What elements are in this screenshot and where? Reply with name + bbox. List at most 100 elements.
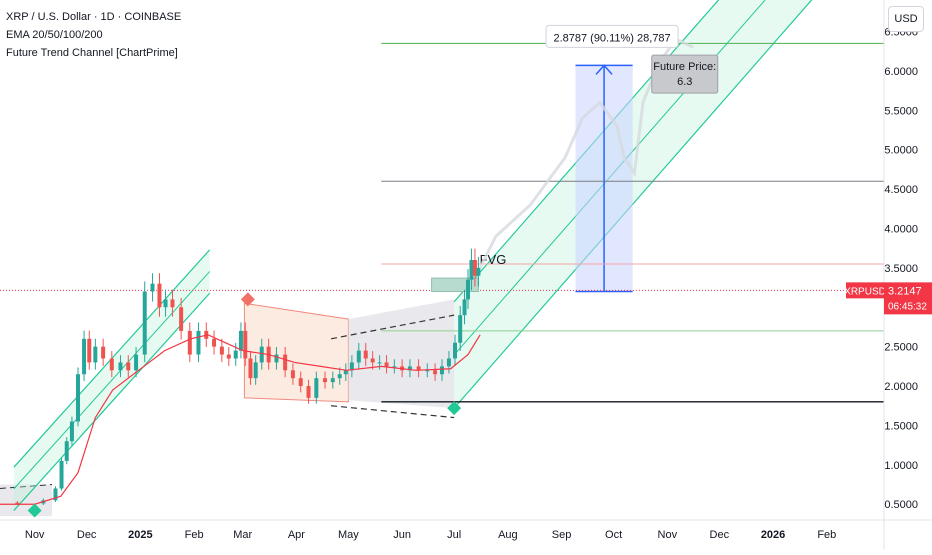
candle-body	[142, 291, 147, 355]
signal-diamond-1	[240, 292, 255, 307]
candle-body	[384, 362, 389, 367]
y-tick-label: 2.0000	[884, 381, 918, 393]
candle-body	[458, 315, 463, 343]
symbol-tag-label: XRPUSD	[844, 286, 886, 297]
x-tick-label: Mar	[233, 529, 252, 541]
candle-body	[87, 338, 92, 363]
symbol-tag	[846, 282, 884, 299]
candle-body	[469, 260, 474, 280]
x-tick-label: Dec	[710, 529, 730, 541]
candle-body	[82, 338, 87, 375]
candle-body	[157, 283, 162, 308]
x-tick-label: Nov	[658, 529, 678, 541]
candle-body	[76, 374, 80, 422]
candle-body	[118, 362, 123, 371]
currency-button[interactable]: USD	[888, 6, 924, 32]
x-tick-label: Feb	[817, 529, 836, 541]
ema-indicator-label[interactable]: EMA 20/50/100/200	[6, 29, 103, 41]
trend-channel-line-future-1	[453, 0, 766, 356]
symbol-title[interactable]: XRP / U.S. Dollar · 1D · COINBASE	[6, 11, 182, 23]
measure-label: 2.8787 (90.11%) 28,787	[553, 32, 670, 44]
y-tick-label: 5.5000	[884, 105, 918, 117]
x-tick-label: 2025	[128, 529, 152, 541]
future-price-title: Future Price:	[653, 61, 716, 73]
candle-body	[226, 354, 231, 359]
candle-body	[416, 366, 421, 371]
candle-body	[283, 354, 288, 371]
trend-channel-line-future-0	[453, 0, 813, 409]
candle-body	[134, 354, 139, 371]
candle-body	[462, 299, 467, 316]
y-tick-label: 4.0000	[884, 223, 918, 235]
candle-body	[187, 330, 192, 355]
candle-body	[248, 358, 253, 379]
ema-line	[0, 334, 481, 505]
trend-channel-line-early-1	[13, 271, 211, 490]
candle-body	[433, 370, 438, 375]
candle-body	[53, 488, 58, 501]
y-tick-label: 0.5000	[884, 499, 918, 511]
candle-body	[425, 370, 430, 372]
y-tick-label: 1.0000	[884, 460, 918, 472]
candle-body	[306, 386, 311, 398]
candle-body	[330, 378, 335, 383]
early-dashed-top	[0, 484, 53, 489]
candle-body	[109, 358, 114, 371]
price-tag-countdown: 06:45:32	[888, 301, 927, 312]
measure-label-box	[545, 24, 679, 48]
candle-body	[453, 342, 457, 359]
x-tick-label: Aug	[498, 529, 518, 541]
x-tick-label: Jul	[447, 529, 461, 541]
candle-body	[179, 307, 184, 331]
dashed-range-bottom	[331, 405, 455, 419]
price-tag	[884, 282, 932, 315]
y-tick-label: 6.0000	[884, 66, 918, 78]
x-tick-label: Nov	[25, 529, 45, 541]
x-tick-label: Sep	[552, 529, 572, 541]
price-tag-value: 3.2147	[888, 285, 922, 297]
candle-body	[69, 421, 74, 442]
y-tick-label: 3.5000	[884, 263, 918, 275]
chart-legend: XRP / U.S. Dollar · 1D · COINBASE EMA 20…	[6, 8, 181, 62]
candle-body	[243, 330, 248, 359]
candle-body	[93, 346, 98, 363]
measure-arrow-head	[595, 64, 613, 75]
candle-body	[343, 370, 348, 375]
signal-diamond-2	[447, 401, 462, 416]
y-tick-label: 4.5000	[884, 184, 918, 196]
x-tick-label: Oct	[605, 529, 622, 541]
candle-body	[150, 283, 155, 292]
candle-body	[377, 362, 382, 364]
candle-body	[101, 346, 106, 359]
x-tick-label: Dec	[77, 529, 97, 541]
candle-body	[290, 370, 295, 379]
candle-body	[233, 350, 238, 359]
candle-body	[170, 299, 175, 308]
future-price-value: 6.3	[677, 76, 692, 88]
candle-body	[407, 366, 412, 371]
candle-body	[259, 346, 264, 363]
y-tick-label: 2.5000	[884, 342, 918, 354]
candle-body	[392, 366, 397, 368]
candle-body	[238, 330, 243, 351]
candle-body	[253, 362, 258, 379]
candle-body	[446, 358, 451, 367]
future-price-box	[651, 54, 719, 94]
candle-body	[274, 354, 279, 363]
candle-body	[337, 374, 342, 379]
candle-body	[212, 338, 217, 347]
trend-channel-indicator-label[interactable]: Future Trend Channel [ChartPrime]	[6, 47, 178, 59]
candle-body	[163, 299, 168, 308]
candle-body	[196, 330, 201, 355]
candle-body	[370, 358, 375, 363]
x-tick-label: Jun	[393, 529, 411, 541]
x-tick-label: May	[338, 529, 359, 541]
candle-body	[59, 460, 64, 489]
signal-diamond-0	[27, 503, 42, 518]
candle-body	[15, 502, 20, 504]
candle-body	[126, 362, 131, 371]
candle-body	[314, 378, 319, 398]
